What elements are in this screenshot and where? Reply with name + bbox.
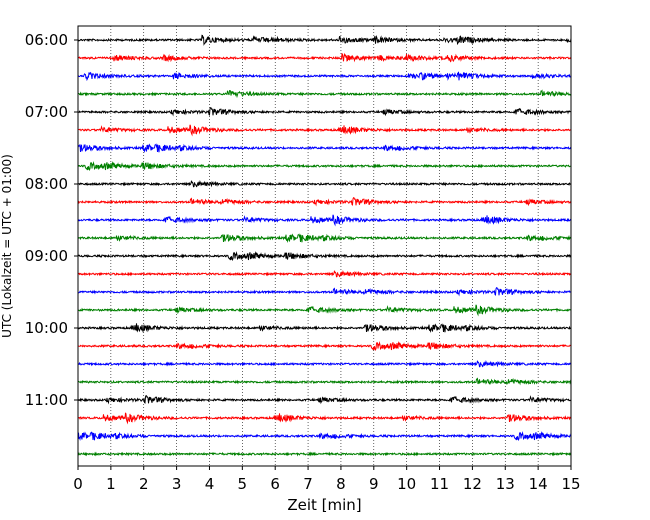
- x-tick-label: 8: [336, 475, 346, 493]
- x-tick-label: 3: [172, 475, 182, 493]
- trace-line: [77, 179, 572, 188]
- trace-line: [77, 52, 572, 63]
- trace-line: [77, 143, 572, 154]
- trace-line: [77, 160, 572, 172]
- y-tick-label: 06:00: [25, 31, 68, 49]
- trace-line: [77, 34, 572, 46]
- x-tick-label: 14: [529, 475, 548, 493]
- trace-line: [77, 340, 572, 352]
- trace-line: [77, 395, 572, 405]
- x-tick-label: 5: [238, 475, 248, 493]
- x-tick-label: 4: [205, 475, 215, 493]
- trace-line: [77, 269, 572, 278]
- x-tick-label: 11: [430, 475, 449, 493]
- trace-line: [77, 89, 572, 99]
- trace-line: [77, 451, 572, 457]
- x-tick-label: 0: [73, 475, 83, 493]
- traces: [77, 34, 572, 457]
- y-tick-label: 09:00: [25, 247, 68, 265]
- y-tick-label: 07:00: [25, 103, 68, 121]
- trace-line: [77, 287, 572, 297]
- x-tick-label: 13: [496, 475, 515, 493]
- trace-line: [77, 233, 572, 244]
- x-tick-label: 7: [303, 475, 313, 493]
- x-axis: 0 1 2 3 4 5 6 7 8 9 10 11 12 13 14 15: [73, 466, 581, 493]
- x-tick-label: 12: [463, 475, 482, 493]
- y-tick-label: 08:00: [25, 175, 68, 193]
- plot-frame: [77, 25, 572, 467]
- trace-line: [77, 124, 572, 137]
- x-axis-label: Zeit [min]: [287, 496, 361, 514]
- y-tick-label: 11:00: [25, 391, 68, 409]
- trace-line: [77, 359, 572, 368]
- grid-lines: [110, 26, 539, 466]
- x-tick-label: 1: [106, 475, 116, 493]
- x-tick-label: 2: [139, 475, 149, 493]
- trace-line: [77, 197, 572, 207]
- trace-line: [77, 71, 572, 82]
- trace-line: [77, 214, 572, 227]
- trace-line: [77, 377, 572, 386]
- x-tick-label: 9: [369, 475, 379, 493]
- trace-line: [77, 430, 572, 442]
- trace-line: [77, 323, 572, 334]
- y-axis-label: UTC (Lokalzeit = UTC + 01:00): [0, 154, 14, 338]
- y-axis: 06:00 07:00 08:00 09:00 10:00 11:00: [25, 31, 78, 409]
- trace-line: [77, 412, 572, 425]
- x-tick-label: 15: [561, 475, 580, 493]
- trace-line: [77, 250, 572, 262]
- x-tick-label: 6: [270, 475, 280, 493]
- x-tick-label: 10: [397, 475, 416, 493]
- trace-line: [77, 304, 572, 317]
- trace-line: [77, 107, 572, 117]
- y-tick-label: 10:00: [25, 319, 68, 337]
